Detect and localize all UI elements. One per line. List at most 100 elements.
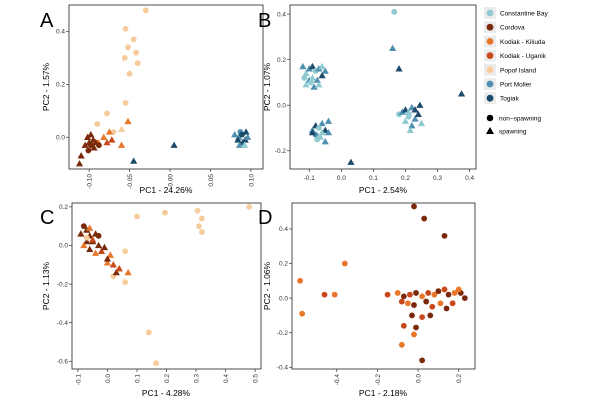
data-point xyxy=(94,241,103,249)
y-tick-label: 0.0 xyxy=(59,243,68,250)
data-point xyxy=(321,67,329,74)
x-tick-label: 0.2 xyxy=(401,175,410,182)
data-point xyxy=(400,322,407,329)
data-point xyxy=(407,291,413,298)
data-point xyxy=(122,248,129,255)
data-point xyxy=(441,286,448,293)
data-point xyxy=(310,83,318,90)
panel-a-ylabel: PC2 - 1.57% xyxy=(41,62,51,111)
x-tick-label: 0.1 xyxy=(134,374,141,383)
x-tick-label: 0.05 xyxy=(208,174,215,187)
data-point xyxy=(419,314,426,321)
data-point xyxy=(240,141,249,148)
data-point xyxy=(414,110,422,118)
data-point xyxy=(87,131,95,138)
data-point xyxy=(103,255,112,262)
data-point xyxy=(145,329,152,336)
data-point xyxy=(315,81,323,88)
data-point xyxy=(86,245,94,253)
data-point xyxy=(105,128,114,135)
y-tick-label: -0.4 xyxy=(57,320,69,327)
panel-b-frame xyxy=(289,4,477,170)
y-tick-label: 0.2 xyxy=(59,204,68,211)
legend-label: Kodiak - Uganik xyxy=(500,53,547,60)
data-point xyxy=(398,341,405,348)
data-point xyxy=(77,152,85,159)
data-point xyxy=(83,226,91,233)
data-point xyxy=(124,268,132,276)
data-point xyxy=(314,136,321,143)
data-point xyxy=(231,131,239,138)
data-point xyxy=(405,108,413,115)
data-point xyxy=(331,291,338,298)
data-point xyxy=(318,119,326,127)
data-point xyxy=(409,312,415,319)
data-point xyxy=(100,133,108,140)
data-point xyxy=(194,207,201,214)
legend-triangle-icon xyxy=(486,127,494,134)
panel-c-points xyxy=(77,203,253,367)
legend-label: Constantine Bay xyxy=(500,11,548,18)
data-point xyxy=(108,136,116,143)
data-point xyxy=(77,230,85,237)
panel-b-xlabel: PC1 - 2.54% xyxy=(359,185,408,195)
data-point xyxy=(321,138,329,145)
x-tick-label: -0.1 xyxy=(304,175,316,182)
data-point xyxy=(435,288,442,295)
data-point xyxy=(299,310,306,317)
x-tick-label: -0.4 xyxy=(334,374,341,386)
data-point xyxy=(313,76,321,83)
x-tick-label: 0.0 xyxy=(337,175,346,182)
data-point xyxy=(134,213,140,220)
data-point xyxy=(117,141,126,148)
legend-label: Port Moller xyxy=(500,82,532,89)
data-point xyxy=(81,141,89,148)
data-point xyxy=(324,128,333,136)
data-point xyxy=(308,74,317,81)
panel-c-ylabel: PC2 - 1.13% xyxy=(41,261,51,310)
data-point xyxy=(134,60,141,67)
x-tick-label: -0.10 xyxy=(87,174,94,189)
data-point xyxy=(321,291,328,298)
data-point xyxy=(126,70,133,77)
data-point xyxy=(122,279,129,286)
data-point xyxy=(94,121,101,127)
panel-d-frame xyxy=(291,202,476,370)
x-tick-label: 0.4 xyxy=(223,374,230,383)
data-point xyxy=(441,232,448,239)
data-point xyxy=(408,122,416,129)
panel-b-letter: B xyxy=(258,10,271,32)
data-point xyxy=(234,136,242,143)
y-tick-label: -0.4 xyxy=(277,364,289,371)
y-tick-label: 0.2 xyxy=(277,57,286,64)
data-point xyxy=(411,115,419,122)
data-point xyxy=(405,300,411,307)
panel-b-ylabel: PC2 - 1.07% xyxy=(262,62,272,111)
data-point xyxy=(423,298,430,305)
panel-c: C -0.1 0.0 0.1 0.2 0.3 0.4 0.5 -0.6 -0.4 -0.2 0.0 0… xyxy=(40,202,262,398)
data-point xyxy=(83,238,91,245)
y-tick-label: 0.0 xyxy=(279,295,288,302)
data-point xyxy=(112,268,120,276)
legend-swatch xyxy=(486,66,494,74)
x-tick-label: 0.2 xyxy=(164,374,171,383)
data-point xyxy=(413,290,419,296)
data-point xyxy=(324,117,333,124)
panel-d-ticks: -0.4 -0.2 0.0 0.2 -0.4 -0.2 0.0 0.2 0.4 xyxy=(277,226,463,385)
data-point xyxy=(398,298,405,305)
legend-nonspawning-label: non−spawning xyxy=(499,116,541,123)
data-point xyxy=(389,44,397,51)
data-point xyxy=(411,302,417,308)
data-point xyxy=(398,108,406,115)
data-point xyxy=(318,62,326,70)
data-point xyxy=(100,243,109,251)
legend-swatch xyxy=(486,38,494,45)
data-point xyxy=(445,291,452,298)
data-point xyxy=(83,234,90,241)
data-point xyxy=(115,265,123,272)
y-tick-label: -0.2 xyxy=(275,148,287,155)
panel-a-xlabel: PC1 - 24.26% xyxy=(140,185,193,195)
data-point xyxy=(302,69,310,77)
data-point xyxy=(400,293,407,300)
